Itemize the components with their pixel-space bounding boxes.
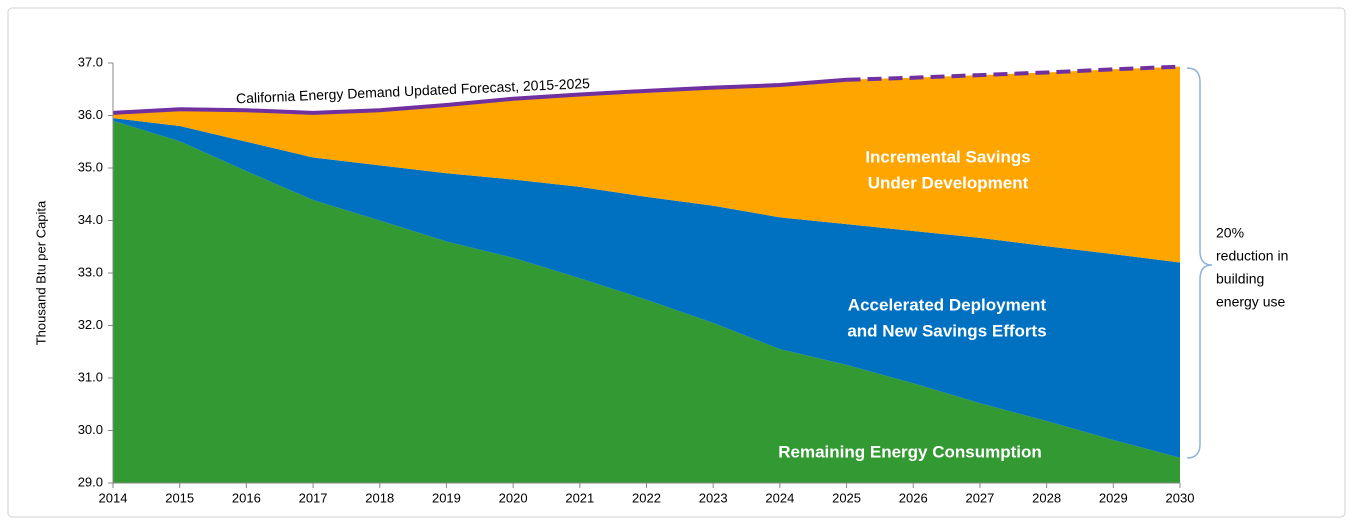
area-label: Under Development bbox=[868, 173, 1029, 192]
x-tick-label: 2019 bbox=[432, 490, 461, 505]
annotation: energy use bbox=[1216, 294, 1285, 310]
x-tick-label: 2023 bbox=[699, 490, 728, 505]
x-tick-label: 2020 bbox=[499, 490, 528, 505]
x-tick-label: 2026 bbox=[899, 490, 928, 505]
y-tick-label: 35.0 bbox=[78, 159, 103, 174]
area-label: Accelerated Deployment bbox=[848, 295, 1047, 314]
x-tick-label: 2015 bbox=[165, 490, 194, 505]
brace bbox=[1186, 67, 1213, 459]
x-tick-label: 2018 bbox=[365, 490, 394, 505]
annotation: building bbox=[1216, 271, 1264, 287]
area bbox=[113, 66, 1180, 263]
x-tick-label: 2024 bbox=[765, 490, 794, 505]
area bbox=[113, 118, 1180, 458]
y-axis-label: Thousand Btu per Capita bbox=[33, 200, 48, 345]
x-tick-label: 2021 bbox=[565, 490, 594, 505]
x-tick-label: 2025 bbox=[832, 490, 861, 505]
y-tick-label: 32.0 bbox=[78, 317, 103, 332]
area-label: and New Savings Efforts bbox=[847, 321, 1046, 340]
forecast-line bbox=[846, 64, 1181, 82]
annotation: 20% bbox=[1216, 225, 1244, 241]
area-label: Incremental Savings bbox=[865, 147, 1030, 166]
x-tick-label: 2028 bbox=[1032, 490, 1061, 505]
plot-area bbox=[113, 66, 1180, 483]
x-tick-label: 2022 bbox=[632, 490, 661, 505]
x-tick-label: 2029 bbox=[1099, 490, 1128, 505]
area bbox=[113, 120, 1180, 483]
x-tick-label: 2027 bbox=[965, 490, 994, 505]
y-tick-label: 33.0 bbox=[78, 264, 103, 279]
y-tick-label: 36.0 bbox=[78, 107, 103, 122]
y-tick-label: 37.0 bbox=[78, 54, 103, 69]
annotation: reduction in bbox=[1216, 248, 1288, 264]
x-tick-label: 2017 bbox=[299, 490, 328, 505]
forecast-line bbox=[112, 77, 847, 115]
y-tick-label: 29.0 bbox=[78, 474, 103, 489]
x-tick-label: 2014 bbox=[99, 490, 128, 505]
y-tick-label: 34.0 bbox=[78, 212, 103, 227]
y-tick-label: 30.0 bbox=[78, 422, 103, 437]
area-label: Remaining Energy Consumption bbox=[778, 442, 1042, 461]
x-tick-label: 2030 bbox=[1166, 490, 1195, 505]
y-tick-label: 31.0 bbox=[78, 369, 103, 384]
x-tick-label: 2016 bbox=[232, 490, 261, 505]
